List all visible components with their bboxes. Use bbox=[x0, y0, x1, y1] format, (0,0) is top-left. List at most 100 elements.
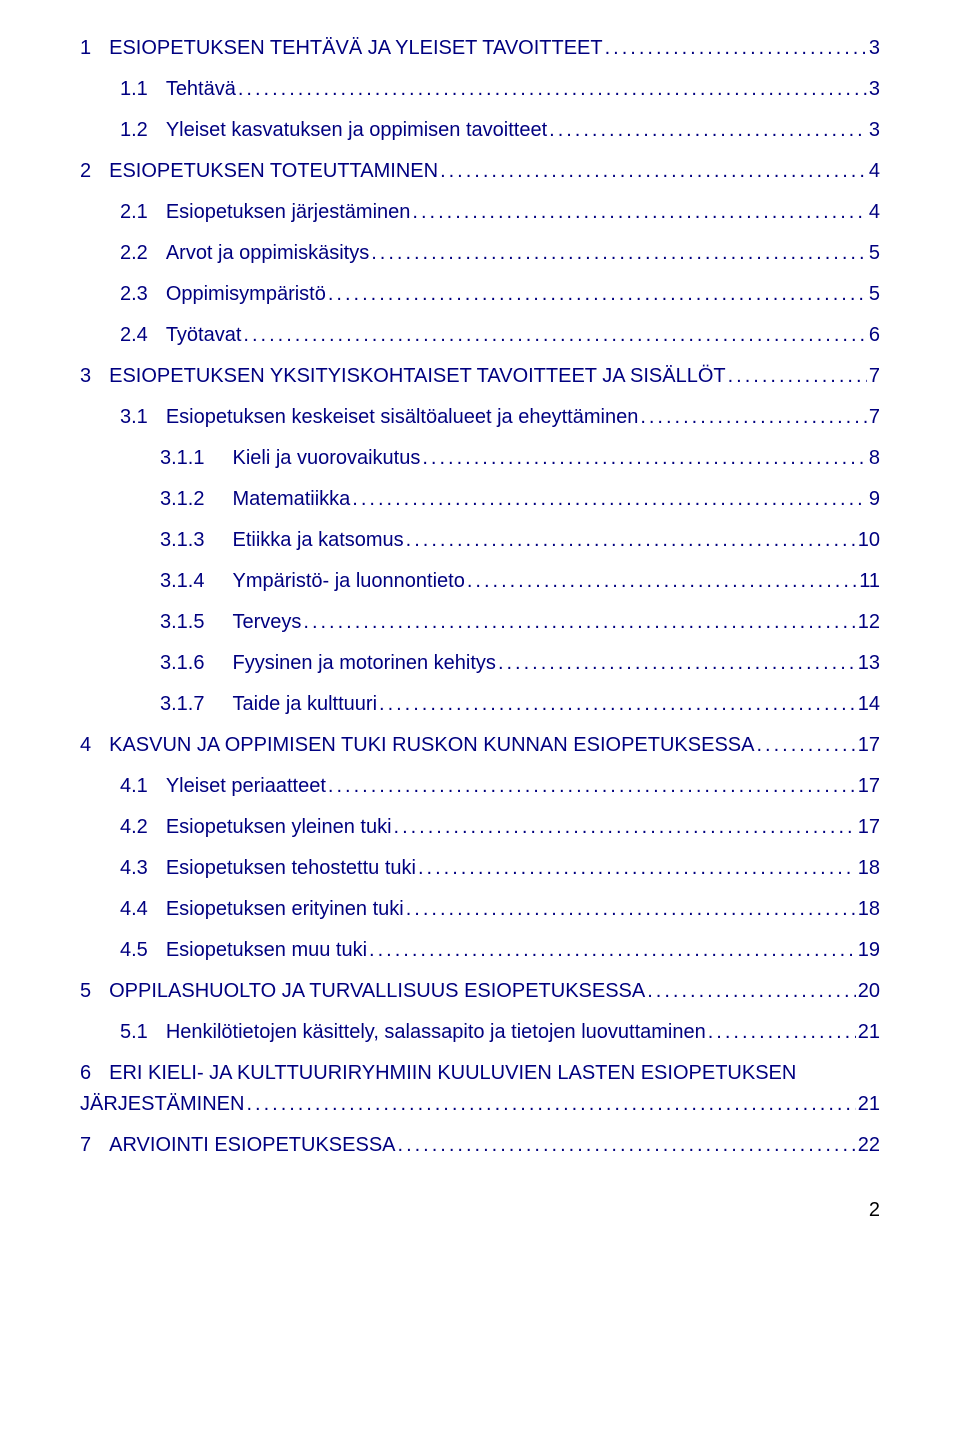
toc-title: Esiopetuksen keskeiset sisältöalueet ja … bbox=[166, 404, 639, 431]
toc-entry: 6ERI KIELI- JA KULTTUURIRYHMIIN KUULUVIE… bbox=[80, 1060, 880, 1087]
toc-leader bbox=[398, 1132, 856, 1159]
toc-page: 22 bbox=[858, 1132, 880, 1159]
toc-title: Taide ja kulttuuri bbox=[232, 691, 377, 718]
toc-leader bbox=[640, 404, 867, 431]
toc-leader bbox=[243, 322, 866, 349]
toc-leader bbox=[418, 855, 856, 882]
toc-entry: 3.1.7Taide ja kulttuuri 14 bbox=[80, 691, 880, 718]
toc-title: Esiopetuksen erityinen tuki bbox=[166, 896, 404, 923]
toc-page: 18 bbox=[858, 855, 880, 882]
toc-number: 3.1 bbox=[120, 404, 166, 431]
toc-title: ESIOPETUKSEN TEHTÄVÄ JA YLEISET TAVOITTE… bbox=[109, 35, 602, 62]
toc-leader bbox=[498, 650, 856, 677]
toc-page: 9 bbox=[869, 486, 880, 513]
toc-page: 21 bbox=[858, 1019, 880, 1046]
toc-entry: 3.1.6Fyysinen ja motorinen kehitys13 bbox=[80, 650, 880, 677]
toc-leader bbox=[246, 1091, 855, 1118]
toc-leader bbox=[328, 281, 867, 308]
toc-entry: 1ESIOPETUKSEN TEHTÄVÄ JA YLEISET TAVOITT… bbox=[80, 35, 880, 62]
toc-entry: 4.2Esiopetuksen yleinen tuki17 bbox=[80, 814, 880, 841]
toc-page: 19 bbox=[858, 937, 880, 964]
toc-number: 7 bbox=[80, 1132, 109, 1159]
toc-leader bbox=[379, 691, 856, 718]
toc-entry: 1.2Yleiset kasvatuksen ja oppimisen tavo… bbox=[80, 117, 880, 144]
toc-page: 12 bbox=[858, 609, 880, 636]
toc-page: 14 bbox=[858, 691, 880, 718]
toc-leader bbox=[728, 363, 867, 390]
toc-entry: 1.1Tehtävä3 bbox=[80, 76, 880, 103]
toc-entry: 3ESIOPETUKSEN YKSITYISKOHTAISET TAVOITTE… bbox=[80, 363, 880, 390]
toc-entry: 2ESIOPETUKSEN TOTEUTTAMINEN 4 bbox=[80, 158, 880, 185]
toc-number: 3.1.4 bbox=[160, 568, 232, 595]
toc-title: KASVUN JA OPPIMISEN TUKI RUSKON KUNNAN E… bbox=[109, 732, 754, 759]
toc-number: 3.1.5 bbox=[160, 609, 232, 636]
toc-leader bbox=[394, 814, 856, 841]
toc-page: 3 bbox=[869, 117, 880, 144]
toc-title: Henkilötietojen käsittely, salassapito j… bbox=[166, 1019, 706, 1046]
toc-leader bbox=[422, 445, 867, 472]
toc-number: 2 bbox=[80, 158, 109, 185]
toc-entry: 5.1Henkilötietojen käsittely, salassapit… bbox=[80, 1019, 880, 1046]
toc-page: 10 bbox=[858, 527, 880, 554]
toc-number: 1.1 bbox=[120, 76, 166, 103]
toc-title: ARVIOINTI ESIOPETUKSESSA bbox=[109, 1132, 395, 1159]
toc-title: Esiopetuksen muu tuki bbox=[166, 937, 367, 964]
toc-title: Ympäristö- ja luonnontieto bbox=[232, 568, 464, 595]
toc-leader bbox=[406, 896, 856, 923]
toc-number: 4.4 bbox=[120, 896, 166, 923]
toc-title: Yleiset kasvatuksen ja oppimisen tavoitt… bbox=[166, 117, 547, 144]
toc-number: 5 bbox=[80, 978, 109, 1005]
toc-title: ESIOPETUKSEN YKSITYISKOHTAISET TAVOITTEE… bbox=[109, 363, 725, 390]
toc-number: 1 bbox=[80, 35, 109, 62]
toc-title: Fyysinen ja motorinen kehitys bbox=[232, 650, 495, 677]
toc-page: 6 bbox=[869, 322, 880, 349]
toc-page: 4 bbox=[869, 158, 880, 185]
table-of-contents: 1ESIOPETUKSEN TEHTÄVÄ JA YLEISET TAVOITT… bbox=[80, 35, 880, 1159]
toc-title: ESIOPETUKSEN TOTEUTTAMINEN bbox=[109, 158, 438, 185]
toc-number: 3.1.2 bbox=[160, 486, 232, 513]
toc-entry: 3.1.1Kieli ja vuorovaikutus8 bbox=[80, 445, 880, 472]
toc-entry: 4KASVUN JA OPPIMISEN TUKI RUSKON KUNNAN … bbox=[80, 732, 880, 759]
toc-title: Terveys bbox=[232, 609, 301, 636]
toc-page: 3 bbox=[869, 35, 880, 62]
toc-leader bbox=[549, 117, 867, 144]
toc-leader bbox=[605, 35, 867, 62]
toc-title: Yleiset periaatteet bbox=[166, 773, 326, 800]
toc-entry: 3.1Esiopetuksen keskeiset sisältöalueet … bbox=[80, 404, 880, 431]
toc-number: 4.2 bbox=[120, 814, 166, 841]
toc-title: JÄRJESTÄMINEN bbox=[80, 1091, 244, 1118]
page-number: 2 bbox=[80, 1199, 880, 1222]
toc-number: 6 bbox=[80, 1060, 109, 1087]
toc-page: 3 bbox=[869, 76, 880, 103]
toc-number: 3.1.1 bbox=[160, 445, 232, 472]
toc-page: 13 bbox=[858, 650, 880, 677]
toc-page: 17 bbox=[858, 732, 880, 759]
toc-title: Kieli ja vuorovaikutus bbox=[232, 445, 420, 472]
toc-leader bbox=[352, 486, 867, 513]
toc-entry: 7ARVIOINTI ESIOPETUKSESSA 22 bbox=[80, 1132, 880, 1159]
toc-entry: 3.1.3Etiikka ja katsomus10 bbox=[80, 527, 880, 554]
toc-number: 5.1 bbox=[120, 1019, 166, 1046]
toc-title: ERI KIELI- JA KULTTUURIRYHMIIN KUULUVIEN… bbox=[109, 1060, 796, 1087]
toc-leader bbox=[412, 199, 866, 226]
toc-title: Esiopetuksen järjestäminen bbox=[166, 199, 411, 226]
toc-title: Esiopetuksen tehostettu tuki bbox=[166, 855, 416, 882]
toc-entry: 4.1Yleiset periaatteet17 bbox=[80, 773, 880, 800]
toc-title: Matematiikka bbox=[232, 486, 350, 513]
toc-number: 3.1.7 bbox=[160, 691, 232, 718]
toc-entry: 3.1.2Matematiikka 9 bbox=[80, 486, 880, 513]
toc-leader bbox=[467, 568, 857, 595]
toc-page: 5 bbox=[869, 281, 880, 308]
toc-leader bbox=[238, 76, 867, 103]
toc-leader bbox=[708, 1019, 856, 1046]
toc-title: Esiopetuksen yleinen tuki bbox=[166, 814, 392, 841]
toc-leader bbox=[303, 609, 855, 636]
toc-entry: 3.1.5Terveys 12 bbox=[80, 609, 880, 636]
toc-entry: 5OPPILASHUOLTO JA TURVALLISUUS ESIOPETUK… bbox=[80, 978, 880, 1005]
toc-title: Oppimisympäristö bbox=[166, 281, 326, 308]
toc-number: 4.1 bbox=[120, 773, 166, 800]
toc-number: 2.3 bbox=[120, 281, 166, 308]
toc-leader bbox=[369, 937, 856, 964]
toc-number: 2.4 bbox=[120, 322, 166, 349]
toc-leader bbox=[440, 158, 867, 185]
